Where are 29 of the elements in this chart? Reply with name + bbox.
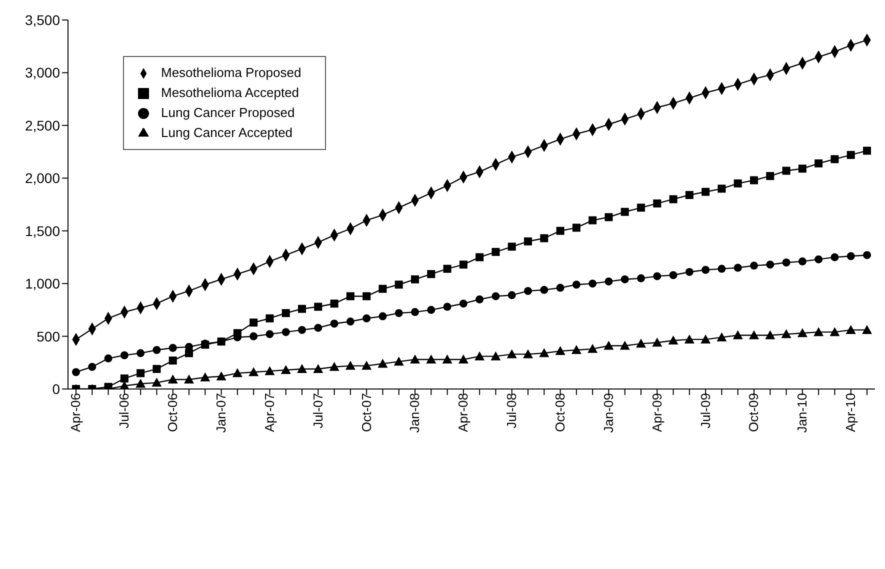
x-tick-label: Jul-09 [698,393,713,428]
x-tick-label: Jul-08 [504,393,520,428]
legend-label: Lung Cancer Accepted [161,125,293,140]
x-tick-label: Oct-07 [358,393,374,432]
x-tick-label: Jan-09 [600,393,616,433]
y-tick-label: 3,500 [24,12,60,28]
y-tick-label: 1,000 [24,276,60,292]
y-tick-label: 2,000 [24,170,60,186]
x-tick-label: Apr-06 [68,393,84,432]
x-tick-label: Oct-08 [552,393,568,432]
x-tick-label: Apr-10 [843,393,858,432]
x-tick-label: Jul-07 [310,393,326,428]
x-tick-label: Oct-06 [165,393,180,432]
x-tick-label: Apr-09 [649,393,664,432]
y-tick-label: 2,500 [24,117,60,134]
legend-label: Mesothelioma Proposed [161,65,302,80]
y-tick-label: 1,500 [24,222,60,239]
x-tick-label: Apr-07 [262,393,277,432]
x-tick-label: Jan-07 [214,393,229,433]
legend-label: Mesothelioma Accepted [161,85,300,100]
y-tick-label: 500 [36,328,60,344]
x-tick-label: Jan-08 [407,393,422,433]
legend-label: Lung Cancer Proposed [161,105,295,120]
y-tick-label: 0 [52,380,60,397]
x-tick-label: Oct-09 [746,393,762,432]
x-tick-label: Jul-06 [116,393,132,428]
y-tick-label: 3,000 [24,64,60,81]
x-tick-label: Jan-10 [794,393,810,433]
x-tick-label: Apr-08 [456,393,471,432]
